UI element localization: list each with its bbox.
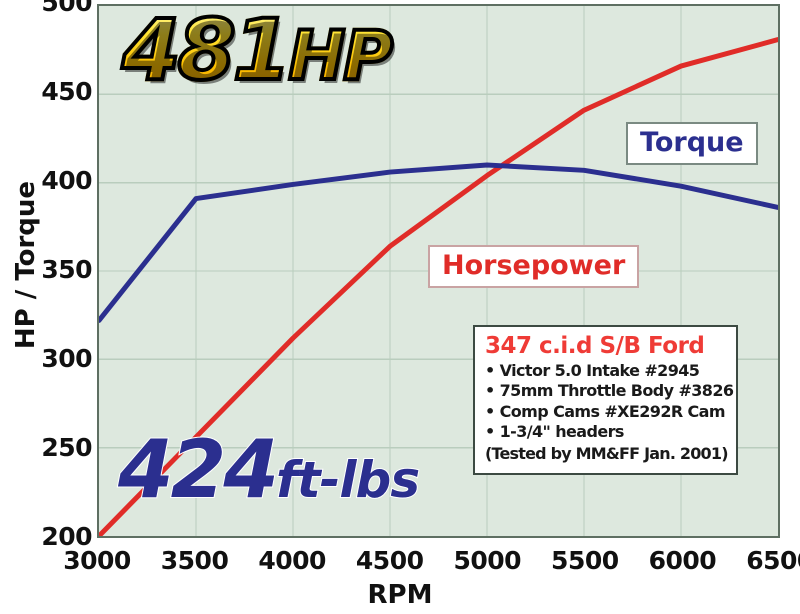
peak-torque-value: 424 xyxy=(117,423,280,516)
torque-curve xyxy=(99,162,778,323)
peak-horsepower-headline: 481HP xyxy=(120,6,395,94)
y-tick-400: 400 xyxy=(41,166,92,195)
y-tick-500: 500 xyxy=(41,0,92,17)
x-tick-3500: 3500 xyxy=(160,546,229,575)
engine-spec-box: 347 c.i.d S/B Ford Victor 5.0 Intake #29… xyxy=(473,325,738,475)
spec-item-1: Victor 5.0 Intake #2945 xyxy=(485,361,728,381)
peak-torque-unit: ft-lbs xyxy=(275,451,421,509)
spec-item-4: 1-3/4" headers xyxy=(485,422,728,442)
horsepower-curve xyxy=(99,37,778,536)
torque-series-label: Torque xyxy=(626,122,758,165)
spec-box-note: (Tested by MM&FF Jan. 2001) xyxy=(485,443,729,463)
horsepower-series-label: Horsepower xyxy=(428,245,640,288)
x-tick-3000: 3000 xyxy=(63,546,131,575)
y-axis-title: HP / Torque xyxy=(11,180,41,350)
x-axis-title: RPM xyxy=(367,580,433,610)
peak-horsepower-unit: HP xyxy=(286,17,395,96)
x-tick-6500: 6500 xyxy=(746,546,800,575)
x-tick-4500: 4500 xyxy=(355,546,424,575)
x-tick-5500: 5500 xyxy=(551,546,619,575)
peak-horsepower-value: 481 xyxy=(120,1,293,99)
x-tick-5000: 5000 xyxy=(453,546,522,575)
spec-box-list: Victor 5.0 Intake #294575mm Throttle Bod… xyxy=(485,361,734,443)
peak-torque-headline: 424ft-lbs xyxy=(117,429,421,511)
y-tick-350: 350 xyxy=(41,255,92,284)
y-tick-250: 250 xyxy=(41,433,92,462)
y-tick-450: 450 xyxy=(41,77,92,106)
spec-item-2: 75mm Throttle Body #3826 xyxy=(485,381,734,401)
spec-box-title: 347 c.i.d S/B Ford xyxy=(485,333,705,359)
spec-item-3: Comp Cams #XE292R Cam xyxy=(485,402,728,422)
x-tick-6000: 6000 xyxy=(648,546,717,575)
x-tick-4000: 4000 xyxy=(258,546,326,575)
y-tick-300: 300 xyxy=(41,344,92,373)
y-tick-200: 200 xyxy=(41,522,92,551)
